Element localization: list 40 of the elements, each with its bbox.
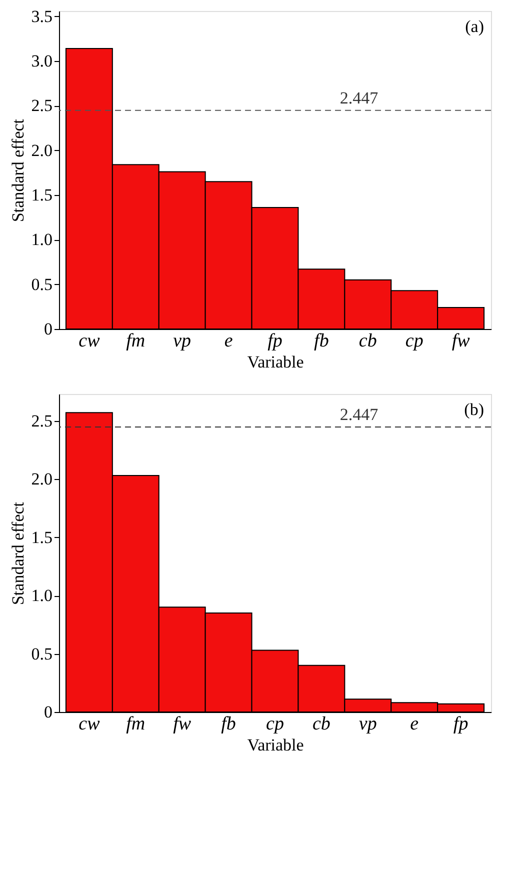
x-axis-title: Variable bbox=[247, 352, 304, 372]
x-tick-label: e bbox=[224, 330, 233, 352]
x-tick-label: fw bbox=[173, 714, 192, 734]
x-tick-label: fw bbox=[452, 330, 470, 352]
annotation: (a) bbox=[465, 17, 484, 36]
x-tick-label: fb bbox=[314, 330, 329, 352]
y-tick-label: 0.5 bbox=[31, 644, 52, 664]
ref-line-label: 2.447 bbox=[340, 88, 379, 108]
y-tick-label: 1.0 bbox=[31, 586, 52, 606]
x-tick-label: fm bbox=[126, 714, 146, 734]
x-axis-title: Variable bbox=[247, 736, 304, 754]
x-tick-label: cb bbox=[312, 714, 330, 734]
x-tick-label: fb bbox=[221, 714, 236, 734]
y-tick-label: 1.5 bbox=[31, 528, 52, 547]
y-tick-label: 0 bbox=[44, 702, 52, 722]
annotation: (b) bbox=[464, 400, 484, 419]
y-tick-label: 3.5 bbox=[31, 6, 52, 26]
y-tick-label: 2.5 bbox=[31, 411, 52, 430]
x-tick-label: fp bbox=[268, 330, 282, 352]
x-tick-label: e bbox=[410, 714, 419, 734]
x-tick-label: cw bbox=[78, 330, 100, 352]
y-tick-label: 0 bbox=[44, 320, 52, 338]
x-tick-label: cp bbox=[405, 330, 424, 352]
x-tick-label: fm bbox=[126, 330, 146, 352]
y-axis-title: Standard effect bbox=[8, 502, 28, 606]
y-tick-label: 1.0 bbox=[31, 230, 52, 250]
x-tick-label: vp bbox=[173, 330, 192, 352]
ref-line-label: 2.447 bbox=[340, 404, 379, 424]
x-tick-label: cp bbox=[266, 714, 284, 734]
x-tick-label: cb bbox=[358, 330, 377, 352]
x-tick-label: cw bbox=[78, 714, 100, 734]
y-tick-label: 2.0 bbox=[31, 140, 52, 160]
y-tick-label: 3.0 bbox=[31, 52, 52, 71]
y-tick-label: 2.5 bbox=[31, 96, 52, 116]
x-tick-label: fp bbox=[453, 714, 468, 734]
y-tick-label: 2.0 bbox=[31, 470, 52, 489]
y-tick-label: 0.5 bbox=[31, 274, 52, 294]
y-axis-title: Standard effect bbox=[8, 118, 28, 222]
y-tick-label: 1.5 bbox=[31, 186, 52, 205]
x-tick-label: vp bbox=[358, 714, 377, 734]
